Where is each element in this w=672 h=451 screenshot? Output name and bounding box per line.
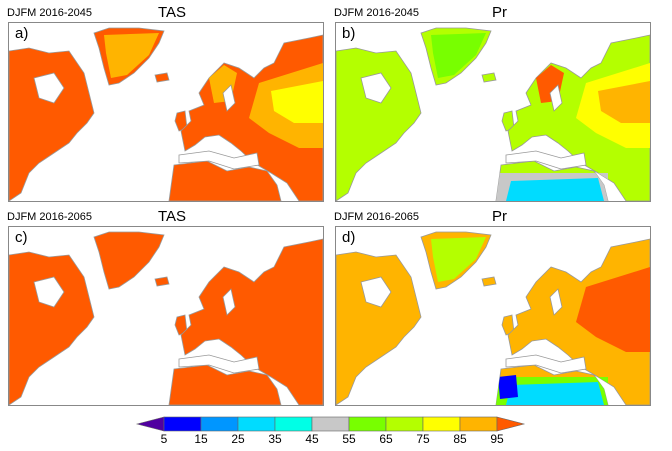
colorbar-tick-label: 95 bbox=[490, 432, 504, 446]
baltic bbox=[549, 84, 563, 112]
panel-period: DJFM 2016-2065 bbox=[7, 211, 92, 223]
colorbar-bin bbox=[200, 416, 239, 432]
hudson-bay bbox=[360, 72, 392, 104]
land-af bbox=[168, 160, 282, 201]
panel-variable-title: Pr bbox=[492, 4, 507, 21]
anomaly-region-russia-core bbox=[598, 81, 650, 123]
colorbar-tick-label: 5 bbox=[160, 432, 168, 446]
baltic bbox=[222, 288, 236, 316]
panel-period: DJFM 2016-2065 bbox=[334, 211, 419, 223]
panel-period: DJFM 2016-2045 bbox=[334, 7, 419, 19]
map bbox=[336, 27, 650, 201]
anomaly-region-greenland bbox=[104, 33, 159, 78]
colorbar-bin bbox=[135, 416, 165, 432]
land-ic bbox=[154, 72, 170, 83]
colorbar-bin bbox=[496, 416, 526, 432]
anomaly-region-greenland bbox=[431, 237, 486, 282]
land-gl bbox=[93, 231, 165, 290]
land-na bbox=[336, 47, 422, 201]
colorbar-bin bbox=[422, 416, 461, 432]
land-ic bbox=[481, 72, 497, 83]
anomaly-region-russia-core bbox=[598, 285, 650, 327]
map-panel: a) bbox=[8, 22, 324, 202]
land-ic bbox=[481, 276, 497, 287]
map-panel: b) bbox=[335, 22, 651, 202]
land-na bbox=[336, 251, 422, 405]
baltic bbox=[222, 84, 236, 112]
hudson-bay bbox=[33, 72, 65, 104]
panel-label: a) bbox=[13, 25, 31, 42]
anomaly-region-morocco bbox=[498, 375, 518, 399]
map bbox=[336, 231, 650, 405]
baltic bbox=[549, 288, 563, 316]
mediterranean bbox=[505, 150, 587, 170]
anomaly-region-sahara bbox=[506, 382, 604, 405]
map bbox=[9, 27, 323, 201]
colorbar-bin bbox=[163, 416, 202, 432]
panel-label: c) bbox=[13, 229, 30, 246]
map-panel: d) bbox=[335, 226, 651, 406]
land-na bbox=[9, 47, 95, 201]
colorbar-bin bbox=[274, 416, 313, 432]
colorbar-tick-label: 65 bbox=[379, 432, 393, 446]
mediterranean bbox=[505, 354, 587, 374]
panel-period: DJFM 2016-2045 bbox=[7, 7, 92, 19]
panel-variable-title: TAS bbox=[158, 4, 187, 21]
colorbar-tick-label: 75 bbox=[416, 432, 430, 446]
colorbar-bin bbox=[237, 416, 276, 432]
panel-variable-title: TAS bbox=[158, 208, 187, 225]
land-af bbox=[168, 364, 282, 405]
colorbar-bin bbox=[459, 416, 498, 432]
hudson-bay bbox=[360, 276, 392, 308]
anomaly-region-russia-core bbox=[271, 81, 323, 123]
colorbar-tick-label: 55 bbox=[342, 432, 356, 446]
panel-variable-title: Pr bbox=[492, 208, 507, 225]
land-na bbox=[9, 251, 95, 405]
anomaly-region-greenland bbox=[431, 33, 486, 78]
colorbar-tick-label: 85 bbox=[453, 432, 467, 446]
colorbar-tick-label: 25 bbox=[231, 432, 245, 446]
colorbar-bin bbox=[385, 416, 424, 432]
colorbar-tick-label: 35 bbox=[268, 432, 282, 446]
colorbar-tick-label: 45 bbox=[305, 432, 319, 446]
hudson-bay bbox=[33, 276, 65, 308]
anomaly-region-sahara bbox=[506, 178, 604, 201]
land-eu bbox=[180, 238, 323, 405]
colorbar-bin bbox=[311, 416, 350, 432]
map bbox=[9, 231, 323, 405]
colorbar-tick-label: 15 bbox=[194, 432, 208, 446]
mediterranean bbox=[178, 354, 260, 374]
panel-label: d) bbox=[340, 229, 358, 246]
map-panel: c) bbox=[8, 226, 324, 406]
colorbar bbox=[135, 416, 526, 432]
panel-label: b) bbox=[340, 25, 358, 42]
land-ic bbox=[154, 276, 170, 287]
colorbar-bin bbox=[348, 416, 387, 432]
mediterranean bbox=[178, 150, 260, 170]
